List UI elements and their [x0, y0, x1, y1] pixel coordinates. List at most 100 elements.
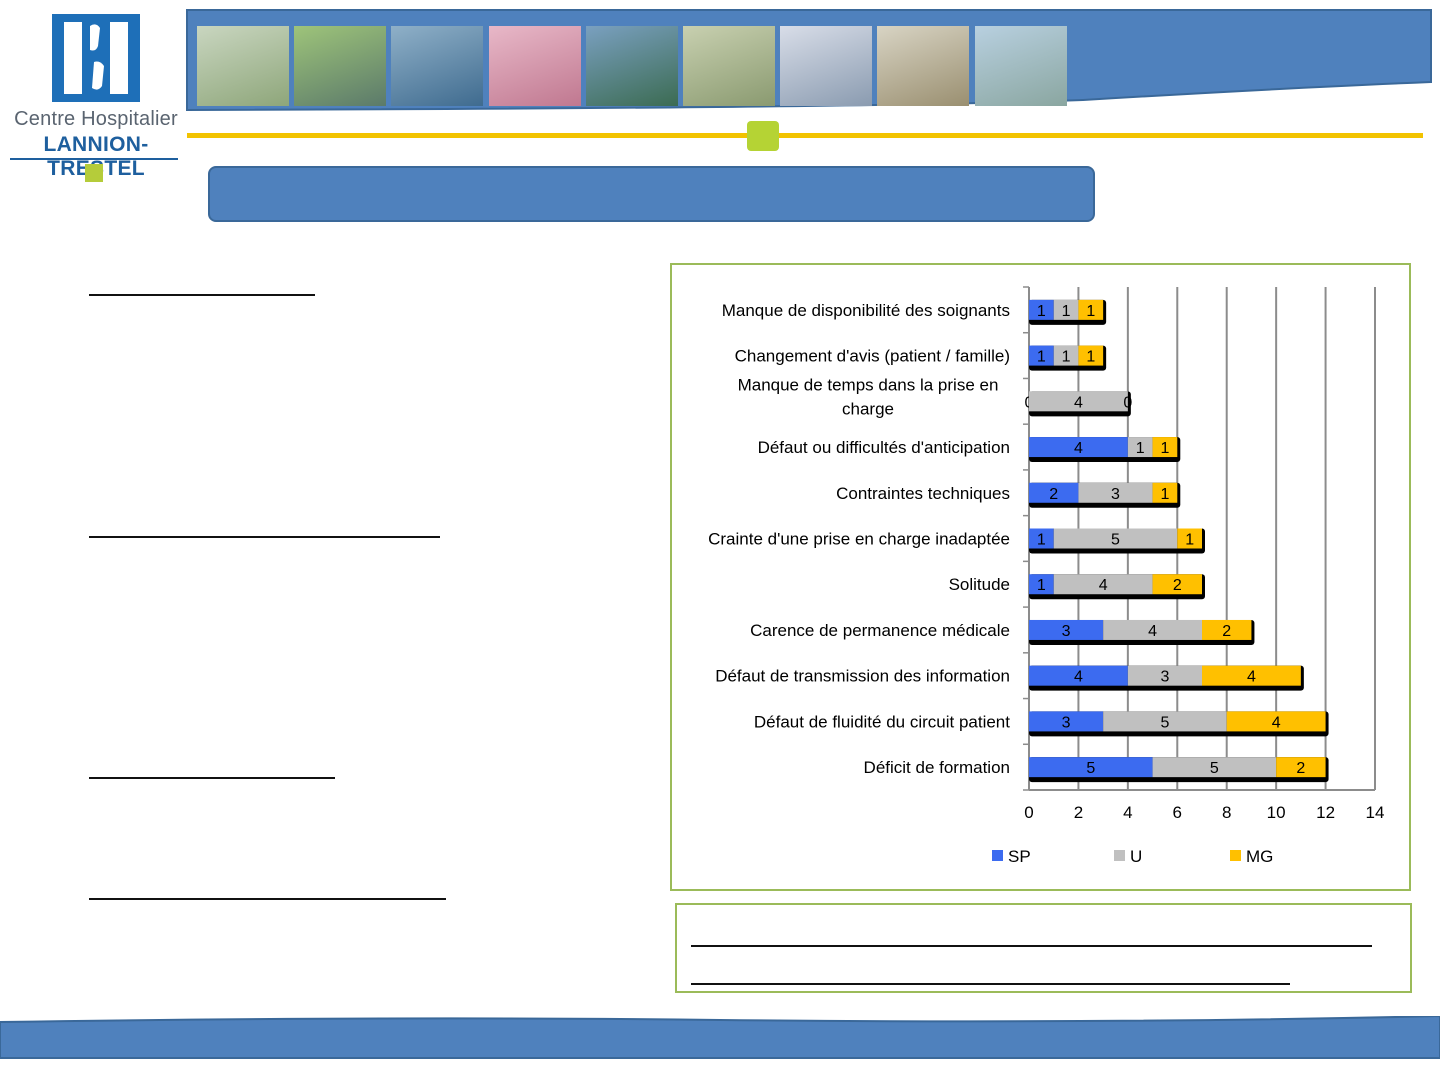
category-label-9: Défaut de fluidité du circuit patient — [754, 712, 1010, 731]
data-label-U-6: 4 — [1099, 577, 1108, 594]
note-underline-1 — [691, 945, 1372, 947]
bar-MG-1 — [1078, 345, 1104, 366]
category-label-0: Manque de disponibilité des soignants — [722, 301, 1010, 320]
data-label-MG-7: 2 — [1222, 623, 1231, 640]
data-label-MG-1: 1 — [1086, 349, 1095, 366]
bar-SP-5 — [1029, 528, 1054, 549]
data-label-MG-0: 1 — [1086, 303, 1095, 320]
header-gold-line — [187, 133, 1423, 138]
x-tick-label-8: 8 — [1222, 803, 1231, 822]
bar-U-3 — [1127, 437, 1153, 458]
bar-MG-4 — [1152, 482, 1178, 503]
bar-SP-8 — [1029, 665, 1128, 686]
footer-band — [0, 1016, 1440, 1059]
bar-SP-10 — [1029, 757, 1153, 778]
category-label-6: Solitude — [949, 575, 1010, 594]
bar-MG-8 — [1202, 665, 1301, 686]
banner-photo-hallway — [683, 26, 775, 106]
left-heading-underline-3 — [89, 777, 335, 779]
banner-photo-kitchen — [877, 26, 970, 106]
x-tick-label-2: 2 — [1074, 803, 1083, 822]
data-label-SP-8: 4 — [1074, 669, 1083, 686]
hospital-hands-icon — [52, 14, 140, 102]
data-label-SP-9: 3 — [1062, 714, 1071, 731]
category-label-3: Défaut ou difficultés d'anticipation — [758, 438, 1010, 457]
x-tick-label-10: 10 — [1267, 803, 1286, 822]
category-label-4: Contraintes techniques — [836, 484, 1010, 503]
bar-MG-3 — [1152, 437, 1178, 458]
category-label-10: Déficit de formation — [864, 758, 1010, 777]
legend-label-SP: SP — [1008, 847, 1031, 866]
bar-MG-0 — [1078, 299, 1104, 320]
bar-SP-1 — [1029, 345, 1054, 366]
header-banner — [183, 8, 1435, 114]
bar-U-5 — [1053, 528, 1178, 549]
category-label-2-line-1: charge — [842, 399, 894, 418]
data-label-MG-4: 1 — [1160, 486, 1169, 503]
banner-photo-boat — [585, 26, 678, 106]
data-label-SP-7: 3 — [1062, 623, 1071, 640]
data-label-MG-5: 1 — [1185, 532, 1194, 549]
note-underline-2 — [691, 983, 1290, 985]
x-tick-label-4: 4 — [1123, 803, 1132, 822]
bar-SP-7 — [1029, 619, 1104, 640]
data-label-SP-1: 1 — [1037, 349, 1046, 366]
data-label-U-7: 4 — [1148, 623, 1157, 640]
data-label-U-9: 5 — [1160, 714, 1169, 731]
bar-U-7 — [1103, 619, 1202, 640]
bar-SP-6 — [1029, 574, 1054, 595]
category-label-7: Carence de permanence médicale — [750, 621, 1010, 640]
x-tick-label-14: 14 — [1366, 803, 1385, 822]
logo-line-1: Centre Hospitalier — [14, 108, 178, 130]
note-box — [675, 903, 1412, 993]
bar-SP-9 — [1029, 711, 1104, 732]
left-heading-underline-1 — [89, 294, 315, 296]
bar-U-2 — [1029, 391, 1128, 412]
bar-U-10 — [1152, 757, 1277, 778]
bar-U-4 — [1078, 482, 1153, 503]
bar-MG-5 — [1177, 528, 1202, 549]
data-label-MG-6: 2 — [1173, 577, 1182, 594]
data-label-SP-0: 1 — [1037, 303, 1046, 320]
data-label-SP-3: 4 — [1074, 440, 1083, 457]
data-label-U-2: 4 — [1074, 394, 1083, 411]
x-tick-label-12: 12 — [1316, 803, 1335, 822]
logo-divider — [10, 158, 178, 160]
logo-square — [85, 164, 103, 182]
bar-U-8 — [1127, 665, 1202, 686]
header-green-square — [747, 121, 779, 151]
banner-photo-care-staff — [780, 26, 873, 106]
data-label-U-5: 5 — [1111, 532, 1120, 549]
category-label-1: Changement d'avis (patient / famille) — [735, 347, 1010, 366]
category-label-5: Crainte d'une prise en charge inadaptée — [708, 530, 1010, 549]
bar-SP-0 — [1029, 299, 1054, 320]
x-tick-label-6: 6 — [1173, 803, 1182, 822]
legend-swatch-SP — [992, 850, 1003, 861]
slide-title-bar — [208, 166, 1095, 222]
data-label-U-3: 1 — [1136, 440, 1145, 457]
bar-U-0 — [1053, 299, 1079, 320]
left-heading-underline-2 — [89, 536, 440, 538]
bar-MG-6 — [1152, 574, 1202, 595]
data-label-MG-3: 1 — [1160, 440, 1169, 457]
banner-photo-surgery — [391, 26, 484, 106]
data-label-SP-4: 2 — [1049, 486, 1058, 503]
legend-swatch-U — [1114, 850, 1125, 861]
data-label-U-10: 5 — [1210, 760, 1219, 777]
bar-MG-10 — [1276, 757, 1326, 778]
bar-U-9 — [1103, 711, 1227, 732]
data-label-SP-5: 1 — [1037, 532, 1046, 549]
bar-MG-7 — [1202, 619, 1252, 640]
data-label-SP-10: 5 — [1086, 760, 1095, 777]
bar-U-6 — [1053, 574, 1153, 595]
data-label-U-8: 3 — [1160, 669, 1169, 686]
category-label-8: Défaut de transmission des information — [715, 667, 1010, 686]
banner-photo-coastline — [974, 26, 1067, 106]
data-label-U-0: 1 — [1062, 303, 1071, 320]
banner-photo-newborn — [488, 26, 581, 106]
banner-photo-office-staff — [294, 26, 387, 106]
banner-photo-hospital-building — [197, 26, 289, 106]
bar-SP-3 — [1029, 437, 1128, 458]
bar-MG-9 — [1226, 711, 1326, 732]
